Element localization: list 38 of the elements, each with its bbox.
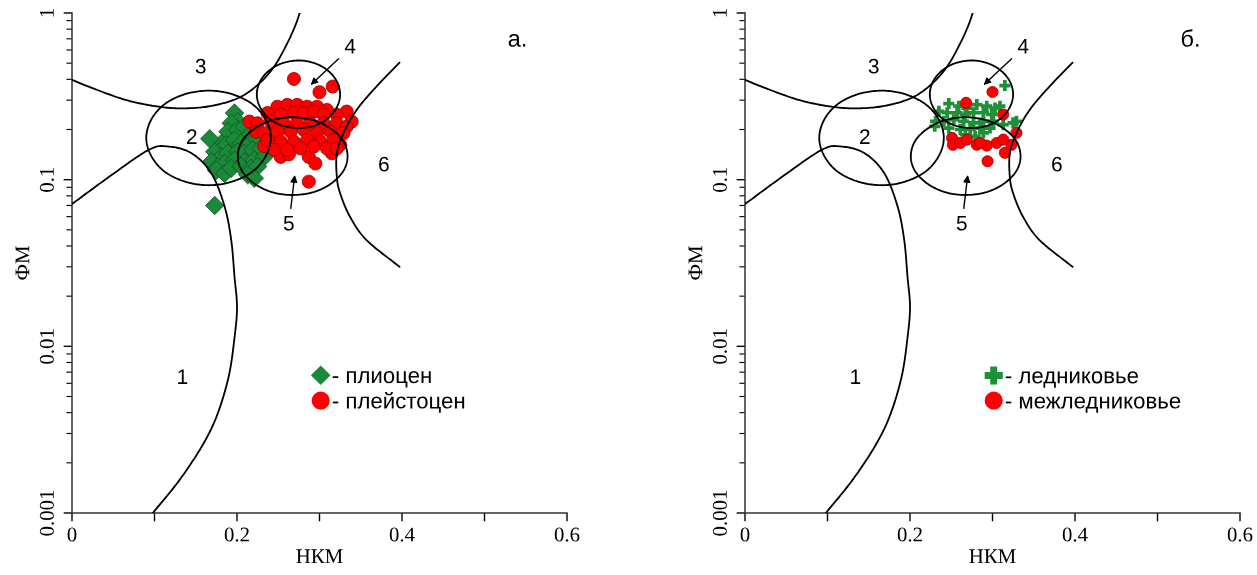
x-tick-label: 0.2	[224, 527, 249, 542]
x-tick-label: 0.2	[897, 527, 922, 542]
annotation: 3	[868, 58, 879, 74]
x-tick-label: 0.6	[554, 527, 580, 542]
y-tick-label: 0.001	[712, 490, 727, 536]
annotation: 3	[195, 58, 206, 74]
y-tick-label: 1	[712, 9, 727, 17]
y-tick-label: 1	[39, 9, 54, 17]
legend-label: - межледниковье	[1005, 396, 1181, 413]
y-axis-title: ФМ	[15, 246, 30, 280]
x-tick-label: 0.4	[389, 527, 415, 542]
annotation: 4	[344, 39, 356, 54]
legend-label: - плиоцен	[332, 371, 431, 388]
x-tick-label: 0	[67, 527, 77, 542]
y-tick-label: 0.1	[39, 167, 54, 192]
x-tick-label: 0.6	[1227, 527, 1253, 542]
x-axis-title: НКМ	[296, 549, 343, 564]
y-tick-label: 0.1	[712, 167, 727, 192]
text: а.	[508, 33, 526, 47]
annotation: 5	[283, 216, 294, 231]
y-tick-label: 0.01	[39, 329, 54, 364]
x-tick-label: 0	[740, 527, 750, 542]
annotation: 2	[187, 129, 197, 144]
x-axis-title: НКМ	[969, 549, 1016, 564]
annotation: 6	[379, 156, 389, 172]
annotation: 2	[860, 129, 870, 144]
text: б.	[1181, 29, 1199, 47]
annotation: 6	[1052, 156, 1062, 172]
x-tick-label: 0.4	[1062, 527, 1088, 542]
legend-label: - плейстоцен	[332, 391, 465, 413]
annotation: 1	[851, 369, 861, 384]
y-axis-title: ФМ	[688, 246, 703, 280]
annotation: 5	[956, 216, 967, 231]
y-tick-label: 0.001	[39, 490, 54, 536]
annotation: 1	[178, 369, 188, 384]
annotation: 4	[1017, 39, 1029, 54]
legend-label: - ледниковье	[1005, 371, 1138, 388]
y-tick-label: 0.01	[712, 329, 727, 364]
